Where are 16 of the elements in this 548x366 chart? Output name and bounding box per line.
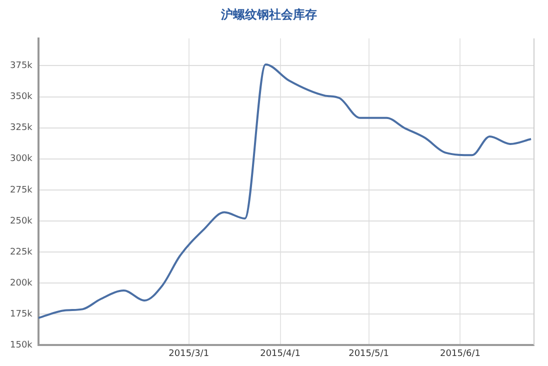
y-tick-label: 250k bbox=[10, 216, 34, 226]
line-series bbox=[38, 63, 532, 319]
y-tick-label: 275k bbox=[10, 185, 34, 196]
y-tick-label: 350k bbox=[10, 92, 34, 102]
chart-title: 沪螺纹钢社会库存 bbox=[220, 7, 317, 22]
x-tick-label: 2015/3/1 bbox=[168, 348, 210, 359]
y-tick-label: 200k bbox=[10, 278, 34, 288]
x-tick-label: 2015/5/1 bbox=[348, 348, 390, 359]
x-tick-label: 2015/4/1 bbox=[260, 348, 301, 359]
y-tick-label: 300k bbox=[10, 154, 34, 164]
y-tick-label: 225k bbox=[10, 247, 34, 258]
y-tick-label: 325k bbox=[10, 123, 34, 134]
x-tick-label: 2015/6/1 bbox=[440, 348, 480, 359]
y-tick-label: 150k bbox=[10, 340, 34, 351]
y-tick-label: 175k bbox=[10, 309, 34, 320]
y-tick-label: 375k bbox=[10, 61, 34, 72]
